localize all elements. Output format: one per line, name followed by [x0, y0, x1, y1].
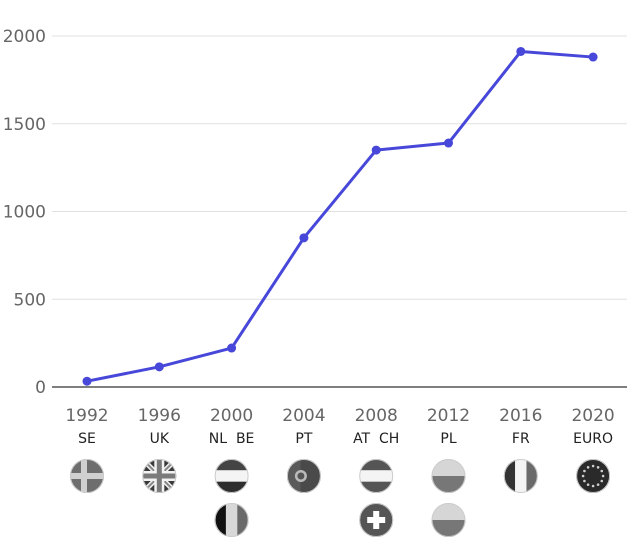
x-tick-label: 2004	[282, 406, 325, 426]
y-tick-label: 1500	[3, 115, 46, 135]
x-tick-label: 2020	[571, 406, 614, 426]
x-tick-label: 2012	[427, 406, 470, 426]
eu-flag-icon	[576, 459, 611, 493]
host-label: UK	[150, 431, 170, 447]
austria-flag-icon	[359, 459, 394, 493]
host-label: EURO	[573, 431, 613, 447]
series-line	[86, 49, 594, 383]
portugal-flag-icon	[286, 459, 321, 493]
y-tick-label: 2000	[3, 27, 46, 47]
sweden-flag-icon	[70, 459, 104, 493]
data-point-1992	[82, 376, 92, 386]
x-tick-label: 1992	[65, 406, 108, 426]
x-tick-label: 1996	[138, 406, 181, 426]
poland-flag-icon	[431, 459, 466, 493]
switzerland-flag-icon	[359, 503, 394, 537]
data-point-2004	[299, 233, 309, 243]
host-label: SE	[78, 431, 96, 447]
france-flag-icon	[503, 459, 538, 493]
y-tick-label: 500	[14, 290, 46, 310]
x-tick-label: 2000	[210, 406, 253, 426]
data-point-1996	[154, 362, 164, 372]
belgium-flag-icon	[214, 503, 249, 537]
uk-flag-icon	[142, 459, 177, 493]
data-point-2020	[588, 52, 598, 62]
host-label: PL	[440, 431, 456, 447]
host-label: PT	[295, 431, 312, 447]
y-tick-label: 0	[35, 378, 46, 398]
x-tick-label: 2016	[499, 406, 542, 426]
host-label: AT CH	[353, 431, 399, 447]
data-point-2008	[371, 145, 381, 155]
x-tick-label: 2008	[355, 406, 398, 426]
poland-flag-icon	[431, 503, 466, 537]
data-point-2016	[516, 46, 526, 56]
host-label: NL BE	[209, 431, 255, 447]
y-tick-label: 1000	[3, 203, 46, 223]
data-point-2012	[444, 138, 453, 148]
host-label: FR	[512, 431, 530, 447]
data-point-2000	[227, 343, 237, 353]
netherlands-flag-icon	[214, 459, 249, 493]
